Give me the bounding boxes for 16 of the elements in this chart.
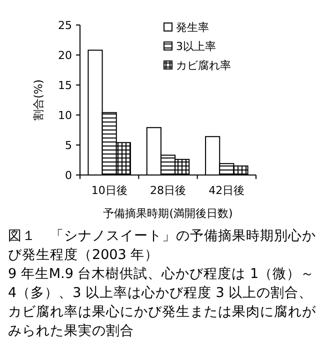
text: 9 年生M.9 台木樹供試、心かび程度は 1（微）～ 4（多）、3 以上率は心かび程度 3 以上の割合、カビ腐れ率は果心にかび発生または果肉に腐れがみられた果実の割合 (8, 265, 317, 341)
y-tick-label: 25 (58, 18, 72, 32)
y-tick-label: 15 (58, 78, 72, 92)
y-axis-title: 割合(%) (32, 79, 45, 121)
text: 図１ 「シナノスイート」の予備摘果時期別心かび発生程度（2003 年） (8, 227, 317, 265)
y-tick-label: 20 (58, 48, 72, 62)
legend-label: 3以上率 (176, 40, 216, 53)
x-tick-label: 28日後 (150, 184, 186, 197)
legend-label: カビ腐れ率 (176, 58, 231, 72)
legend-label: 発生率 (176, 20, 209, 34)
x-axis-title: 予備摘果時期(満開後日数) (103, 207, 233, 220)
y-tick-label: 0 (65, 168, 72, 182)
x-tick-label: 10日後 (91, 184, 128, 197)
x-tick-label: 42日後 (208, 184, 245, 197)
y-tick-label: 5 (65, 138, 72, 152)
y-tick-label: 10 (58, 108, 72, 122)
